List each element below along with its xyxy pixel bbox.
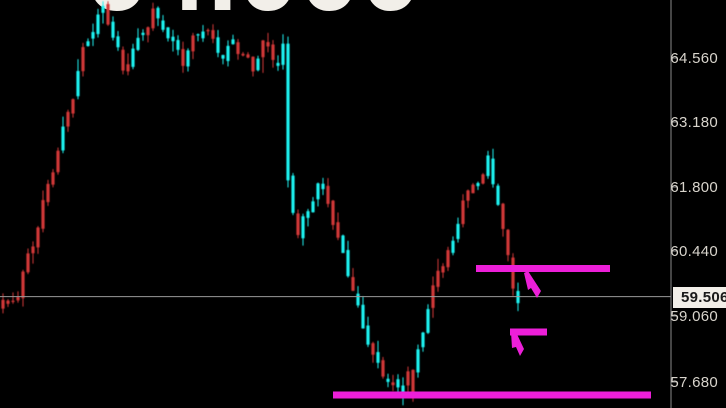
svg-text:64.000: 64.000 bbox=[85, 0, 421, 34]
